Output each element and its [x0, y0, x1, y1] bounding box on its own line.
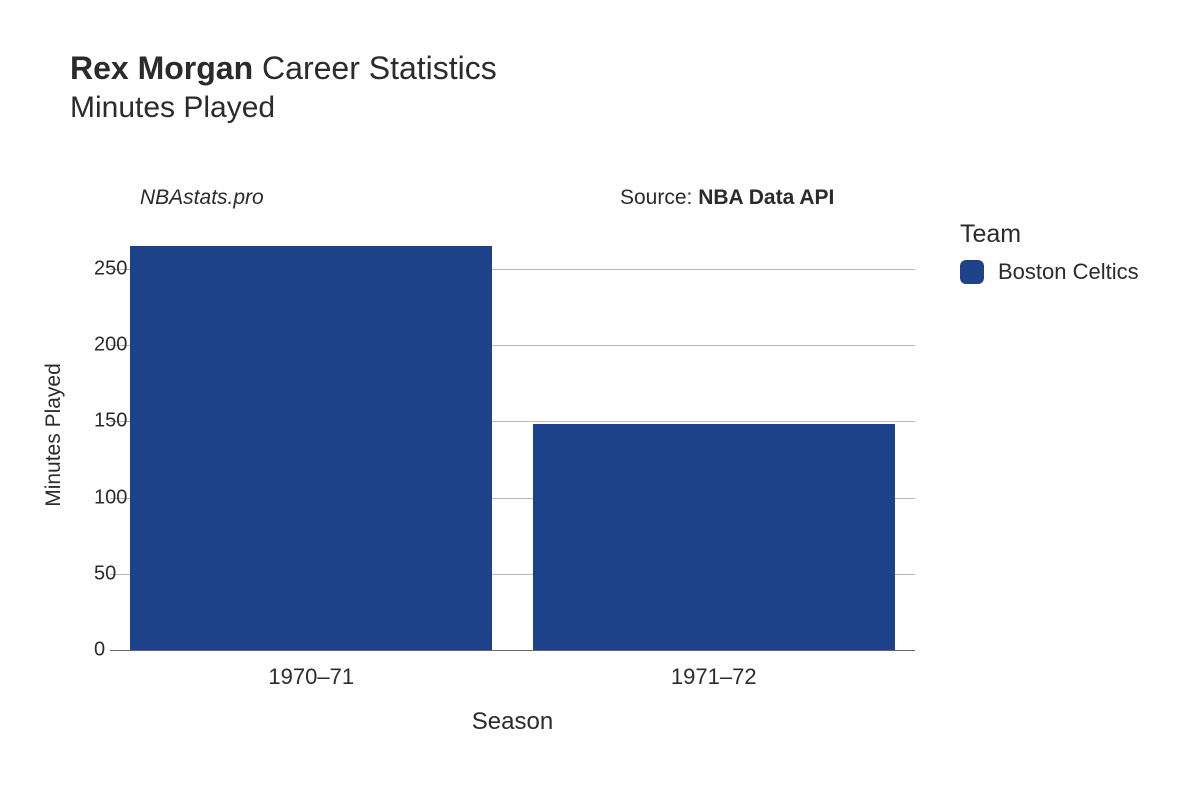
x-tick-label: 1971–72	[671, 664, 757, 690]
source-label: Source:	[620, 186, 698, 209]
title-block: Rex Morgan Career Statistics Minutes Pla…	[70, 50, 497, 125]
chart-title: Rex Morgan Career Statistics	[70, 50, 497, 87]
plot-area: 0501001502002501970–711971–72	[110, 220, 915, 650]
legend-label: Boston Celtics	[998, 259, 1139, 285]
legend: Team Boston Celtics	[960, 220, 1139, 285]
attribution-text: NBAstats.pro	[140, 186, 264, 210]
source-value: NBA Data API	[698, 186, 834, 209]
bar	[130, 246, 492, 650]
legend-items: Boston Celtics	[960, 259, 1139, 285]
bar	[533, 424, 895, 650]
chart-page: Rex Morgan Career Statistics Minutes Pla…	[0, 0, 1200, 800]
y-axis-title: Minutes Played	[42, 363, 66, 507]
title-rest-part: Career Statistics	[253, 50, 497, 86]
x-tick-label: 1970–71	[268, 664, 354, 690]
chart-subtitle: Minutes Played	[70, 91, 497, 125]
source-line: Source: NBA Data API	[620, 186, 834, 210]
x-axis-title: Season	[472, 708, 553, 736]
legend-swatch	[960, 260, 984, 284]
title-bold-part: Rex Morgan	[70, 50, 253, 86]
x-axis-line	[110, 650, 915, 651]
legend-title: Team	[960, 220, 1139, 249]
legend-item: Boston Celtics	[960, 259, 1139, 285]
